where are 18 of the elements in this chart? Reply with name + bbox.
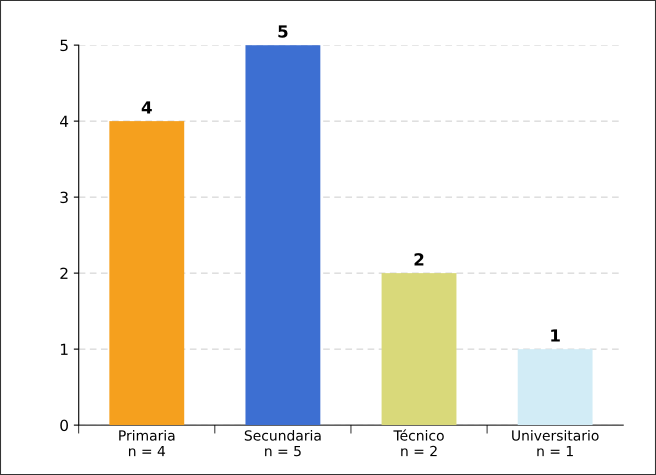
y-tick-label: 1: [60, 344, 68, 355]
data-label: 4: [142, 101, 152, 114]
bar: [109, 121, 184, 426]
y-tick-label: 3: [60, 192, 68, 204]
data-label: 5: [278, 25, 288, 38]
x-tick-label: Primaria n = 4: [119, 430, 174, 456]
y-tick-label: 0: [60, 420, 68, 432]
x-tick-label: Universitario n = 1: [512, 430, 599, 456]
y-tick-label: 2: [60, 268, 68, 279]
bar: [518, 349, 593, 426]
data-label: 2: [414, 253, 424, 266]
bar: [382, 273, 456, 426]
x-tick-label: Secundaria n = 5: [244, 430, 321, 456]
bar: [245, 45, 320, 426]
x-tick-label: Técnico n = 2: [393, 429, 444, 456]
y-tick-label: 5: [60, 40, 68, 52]
y-tick-label: 4: [60, 116, 68, 127]
data-label: 1: [551, 329, 560, 342]
